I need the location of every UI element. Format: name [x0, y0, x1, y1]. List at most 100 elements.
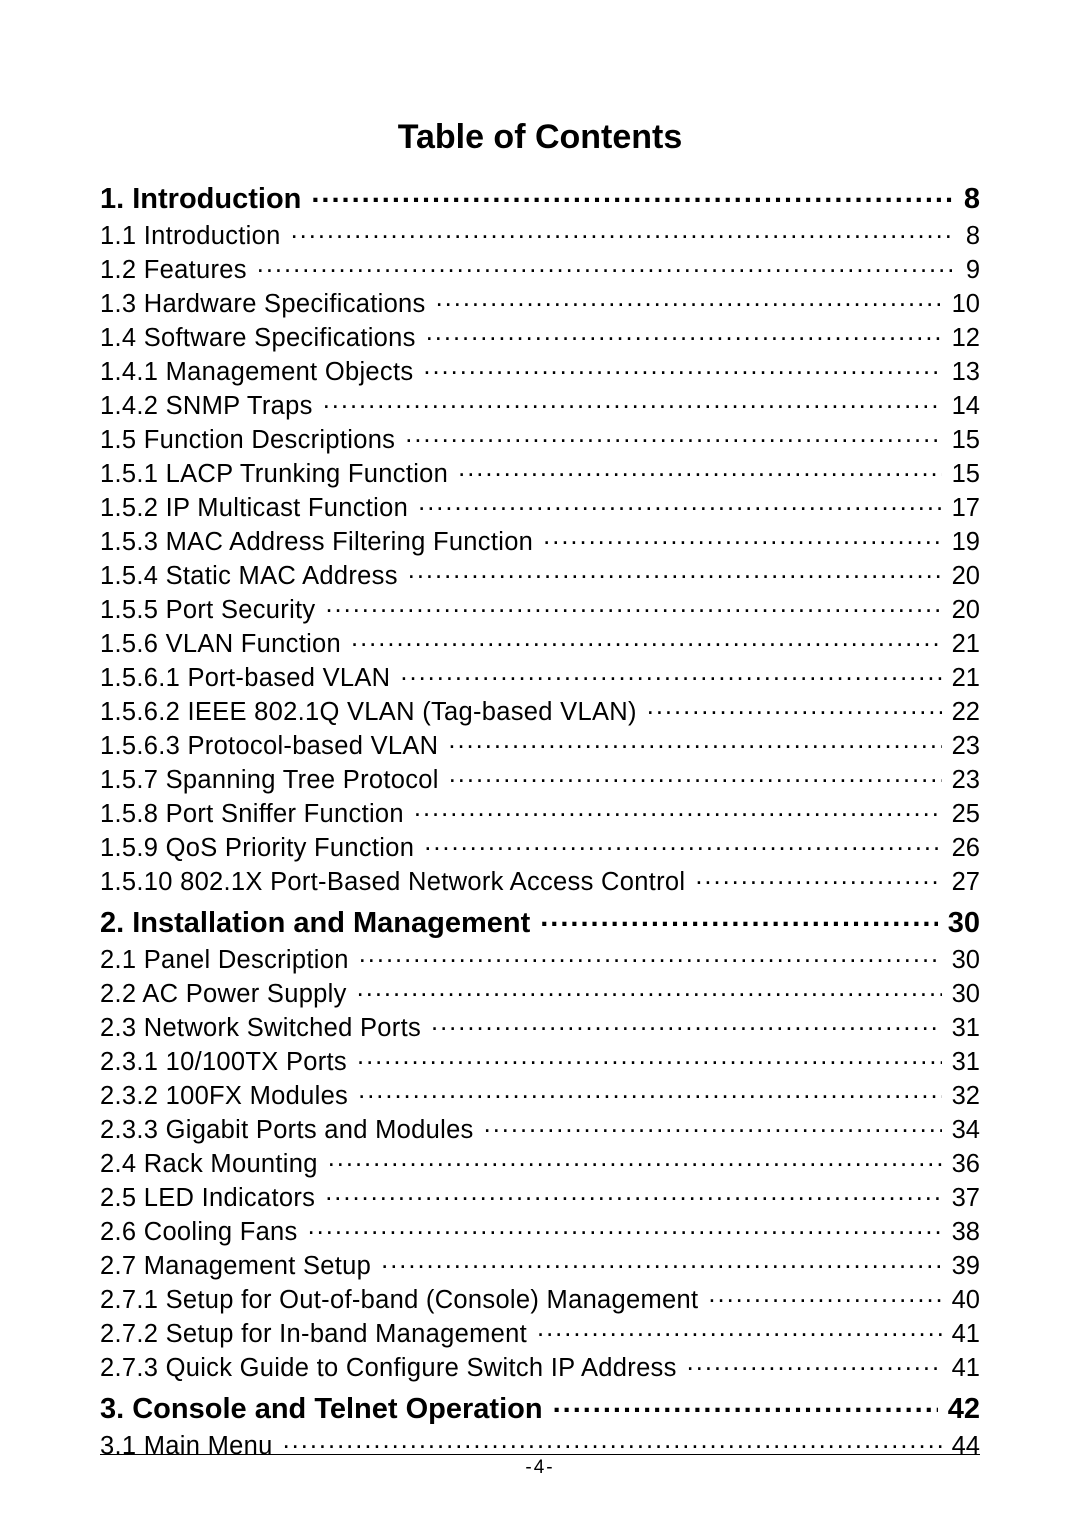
toc-label: 1.5.1 LACP Trunking Function: [100, 462, 454, 488]
toc-label: 1.5.5 Port Security: [100, 598, 321, 624]
toc-leader-dots: [458, 456, 941, 482]
toc-label: 1.5.8 Port Sniffer Function: [100, 802, 410, 828]
toc-entry-row: 2.7 Management Setup39: [100, 1248, 980, 1279]
toc-entry-row: 1.5.7 Spanning Tree Protocol 23: [100, 762, 980, 793]
toc-entry-row: 1.5.4 Static MAC Address20: [100, 558, 980, 589]
toc-label: 2.3.2 100FX Modules: [100, 1084, 354, 1110]
toc-leader-dots: [708, 1282, 941, 1308]
toc-label: 1.1 Introduction: [100, 224, 287, 250]
toc-leader-dots: [405, 422, 941, 448]
toc-page-number: 37: [946, 1186, 980, 1212]
toc-page-number: 21: [946, 666, 980, 692]
toc-leader-dots: [647, 694, 942, 720]
toc-label: 3. Console and Telnet Operation: [100, 1395, 549, 1424]
toc-page-number: 15: [946, 462, 980, 488]
toc-label: 2.1 Panel Description: [100, 948, 355, 974]
toc-page-number: 44: [946, 1434, 980, 1460]
toc-leader-dots: [359, 942, 942, 968]
toc-page-number: 20: [946, 598, 980, 624]
toc-entry-row: 2.6 Cooling Fans38: [100, 1214, 980, 1245]
toc-leader-dots: [400, 660, 941, 686]
toc-leader-dots: [311, 179, 953, 208]
toc-page-number: 10: [946, 292, 980, 318]
toc-entry-row: 1.4.1 Management Objects13: [100, 354, 980, 385]
toc-leader-dots: [358, 1078, 942, 1104]
toc-leader-dots: [418, 490, 942, 516]
toc-label: 1.4.1 Management Objects: [100, 360, 419, 386]
toc-entry-row: 2.3 Network Switched Ports 31: [100, 1010, 980, 1041]
toc-page-number: 26: [946, 836, 980, 862]
toc-label: 1.2 Features: [100, 258, 253, 284]
toc-leader-dots: [381, 1248, 942, 1274]
toc-entry-row: 1.5.5 Port Security 20: [100, 592, 980, 623]
toc-entry-row: 1.5.6.1 Port-based VLAN21: [100, 660, 980, 691]
toc-entry-row: 2.3.1 10/100TX Ports 31: [100, 1044, 980, 1075]
toc-leader-dots: [423, 354, 941, 380]
toc-page-number: 30: [946, 982, 980, 1008]
toc-title: Table of Contents: [100, 118, 980, 157]
toc-label: 2.2 AC Power Supply: [100, 982, 353, 1008]
toc-page-number: 41: [946, 1356, 980, 1382]
toc-page-number: 34: [946, 1118, 980, 1144]
toc-page-number: 30: [942, 909, 980, 938]
toc-page-number: 19: [946, 530, 980, 556]
toc-page-number: 9: [960, 258, 980, 284]
toc-label: 2. Installation and Management: [100, 909, 536, 938]
page-number: -4-: [0, 1457, 1080, 1479]
toc-entry-row: 1.5 Function Descriptions15: [100, 422, 980, 453]
toc-page-number: 40: [946, 1288, 980, 1314]
toc-label: 1.4.2 SNMP Traps: [100, 394, 319, 420]
toc-entry-row: 1.4 Software Specifications 12: [100, 320, 980, 351]
toc-label: 2.4 Rack Mounting: [100, 1152, 324, 1178]
toc-page-number: 22: [946, 700, 980, 726]
toc-leader-dots: [431, 1010, 942, 1036]
toc-leader-dots: [687, 1350, 942, 1376]
toc-label: 1.3 Hardware Specifications: [100, 292, 432, 318]
toc-page-number: 31: [946, 1016, 980, 1042]
toc-label: 2.3.1 10/100TX Ports: [100, 1050, 353, 1076]
toc-label: 1.5.6.3 Protocol-based VLAN: [100, 734, 444, 760]
toc-page-number: 23: [946, 768, 980, 794]
toc-label: 1.5.7 Spanning Tree Protocol: [100, 768, 445, 794]
toc-leader-dots: [323, 388, 942, 414]
toc-label: 2.3.3 Gigabit Ports and Modules: [100, 1118, 480, 1144]
toc-leader-dots: [424, 830, 941, 856]
toc-entry-row: 1.5.6.2 IEEE 802.1Q VLAN (Tag-based VLAN…: [100, 694, 980, 725]
toc-leader-dots: [426, 320, 942, 346]
toc-page-number: 14: [946, 394, 980, 420]
toc-leader-dots: [695, 864, 941, 890]
toc-leader-dots: [351, 626, 942, 652]
toc-entry-row: 1.5.10 802.1X Port-Based Network Access …: [100, 864, 980, 895]
toc-leader-dots: [357, 976, 942, 1002]
toc-label: 1.4 Software Specifications: [100, 326, 422, 352]
toc-leader-dots: [553, 1389, 938, 1418]
toc-page-number: 31: [946, 1050, 980, 1076]
toc-entry-row: 1.5.6.3 Protocol-based VLAN23: [100, 728, 980, 759]
toc-entry-row: 2.2 AC Power Supply 30: [100, 976, 980, 1007]
toc-page-number: 21: [946, 632, 980, 658]
toc-label: 3.1 Main Menu: [100, 1434, 279, 1460]
toc-label: 2.7 Management Setup: [100, 1254, 377, 1280]
toc-label: 2.7.3 Quick Guide to Configure Switch IP…: [100, 1356, 683, 1382]
toc-label: 1.5.6 VLAN Function: [100, 632, 347, 658]
toc-leader-dots: [283, 1428, 942, 1454]
toc-entry-row: 2.1 Panel Description30: [100, 942, 980, 973]
toc-entry-row: 1.4.2 SNMP Traps 14: [100, 388, 980, 419]
toc-page-number: 17: [946, 496, 980, 522]
toc-leader-dots: [257, 252, 956, 278]
table-of-contents: 1. Introduction81.1 Introduction81.2 Fea…: [100, 179, 980, 1459]
toc-label: 2.7.2 Setup for In-band Management: [100, 1322, 533, 1348]
toc-leader-dots: [436, 286, 942, 312]
toc-leader-dots: [448, 728, 941, 754]
toc-entry-row: 1.5.9 QoS Priority Function26: [100, 830, 980, 861]
toc-chapter-row: 2. Installation and Management 30: [100, 903, 980, 938]
toc-label: 2.3 Network Switched Ports: [100, 1016, 427, 1042]
toc-label: 1.5.4 Static MAC Address: [100, 564, 404, 590]
toc-entry-row: 1.5.8 Port Sniffer Function25: [100, 796, 980, 827]
toc-page-number: 8: [958, 185, 980, 214]
toc-entry-row: 1.2 Features 9: [100, 252, 980, 283]
toc-page-number: 15: [946, 428, 980, 454]
toc-page-number: 12: [946, 326, 980, 352]
toc-page-number: 27: [946, 870, 980, 896]
toc-leader-dots: [484, 1112, 942, 1138]
